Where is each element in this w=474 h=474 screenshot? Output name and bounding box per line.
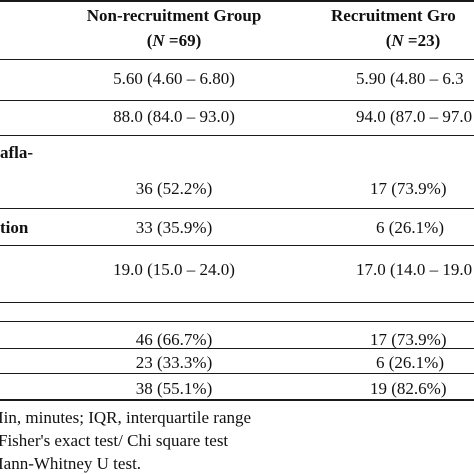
bottom-rule xyxy=(0,399,474,401)
row7-col2: 6 (26.1%) xyxy=(376,353,444,372)
row2-col2: 94.0 (87.0 – 97.0 xyxy=(356,107,473,126)
row5-col2: 17.0 (14.0 – 19.0 xyxy=(356,260,473,279)
row2-rule xyxy=(0,135,474,136)
row7-col1: 23 (33.3%) xyxy=(135,353,213,372)
row2-col1: 88.0 (84.0 – 93.0) xyxy=(113,107,235,126)
row6-rule xyxy=(0,348,474,349)
row3-label: afla- xyxy=(0,143,34,162)
row1-rule xyxy=(0,100,474,101)
row4-col2: 6 (26.1%) xyxy=(376,218,444,237)
row3-rule xyxy=(0,208,474,209)
col1-header-n: (N =69) xyxy=(146,31,202,50)
row4-label: tion xyxy=(0,218,29,237)
row3-col2: 17 (73.9%) xyxy=(370,179,447,198)
footnote-mann-whitney: Iann-Whitney U test. xyxy=(0,454,142,473)
row6-col1: 46 (66.7%) xyxy=(135,330,213,349)
col1-header-title: Non-recruitment Group xyxy=(86,6,262,25)
row5-rule xyxy=(0,302,474,303)
header-rule xyxy=(0,59,474,60)
col2-header-n: (N =23) xyxy=(385,31,441,50)
row5-col1: 19.0 (15.0 – 24.0) xyxy=(113,260,235,279)
row7-rule xyxy=(0,373,474,374)
row6-top-rule xyxy=(0,321,474,322)
row4-col1: 33 (35.9%) xyxy=(135,218,213,237)
row8-col1: 38 (55.1%) xyxy=(135,379,213,398)
footnote-fisher: Fisher's exact test/ Chi square test xyxy=(0,431,229,450)
col2-header-title: Recruitment Gro xyxy=(331,6,456,25)
top-rule xyxy=(0,0,474,2)
row1-col1: 5.60 (4.60 – 6.80) xyxy=(113,69,235,88)
row8-col2: 19 (82.6%) xyxy=(370,379,447,398)
row3-col1: 36 (52.2%) xyxy=(135,179,213,198)
row6-col2: 17 (73.9%) xyxy=(370,330,447,349)
row1-col2: 5.90 (4.80 – 6.3 xyxy=(356,69,464,88)
footnote-abbreviations: Iin, minutes; IQR, interquartile range xyxy=(0,408,252,427)
row4-rule xyxy=(0,245,474,246)
